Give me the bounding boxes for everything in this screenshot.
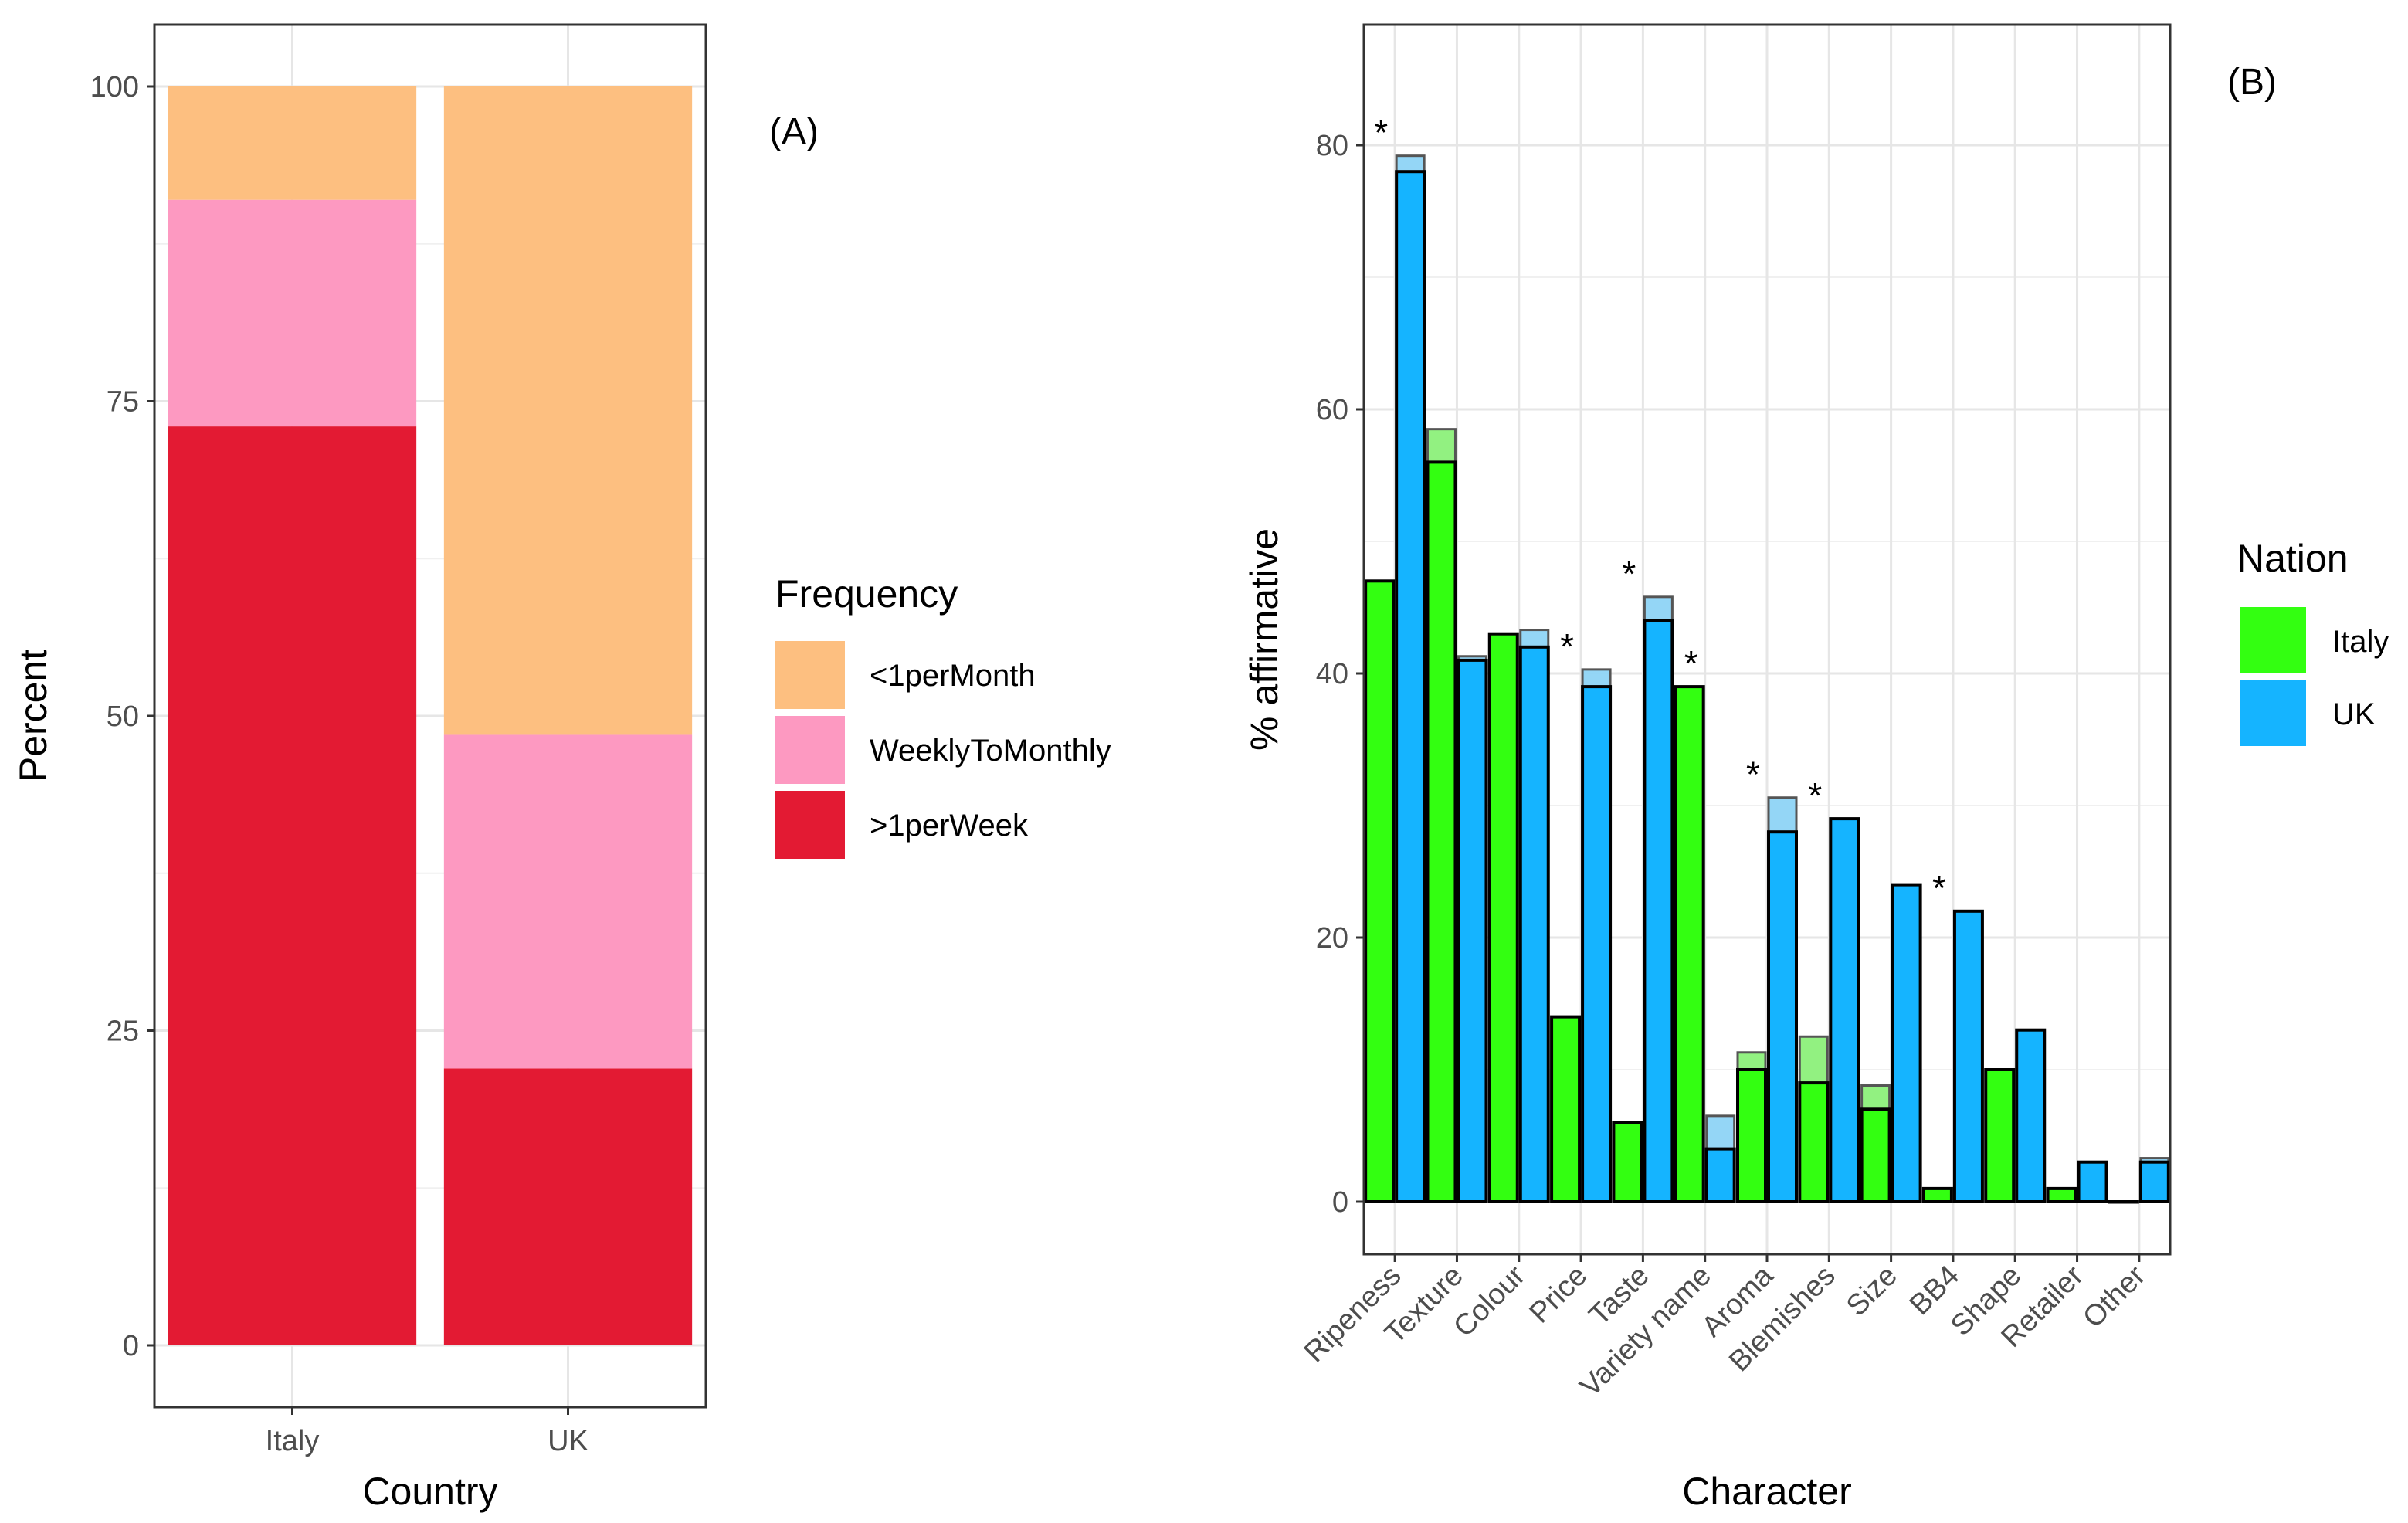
panel-a-y-tick-label: 0	[123, 1330, 139, 1362]
significance-star-price: *	[1560, 626, 1574, 667]
bar-colour-italy	[1487, 632, 1519, 1203]
legend-key-uk	[2240, 680, 2306, 746]
bar-variety-name-uk	[1704, 1147, 1736, 1203]
panel-b-y-tick-label: 40	[1316, 658, 1348, 690]
legend-key-1permonth	[775, 641, 845, 709]
bar-aroma-italy	[1736, 1068, 1767, 1203]
bar-bb4-italy	[1921, 1186, 1953, 1204]
panel-a-y-axis-title: Percent	[12, 650, 55, 782]
bar-shape-uk	[2015, 1028, 2047, 1203]
panel-b-y-axis: 0 20 40 60 80	[1316, 130, 1364, 1219]
bar-taste-italy	[1612, 1121, 1643, 1204]
legend-key-italy	[2240, 607, 2306, 673]
bar-size-uk	[1891, 883, 1922, 1203]
bar-ripeness-italy	[1364, 579, 1396, 1203]
x-tick-label-italy: Italy	[266, 1425, 320, 1457]
panel-b-legend-title: Nation	[2237, 537, 2349, 580]
legend-label-weeklytomonthly: WeeklyToMonthly	[870, 734, 1111, 768]
panel-b-label: (B)	[2227, 62, 2277, 103]
panel-a-y-axis: 0 25 50 75 100	[90, 71, 154, 1362]
bar-colour-uk	[1518, 645, 1550, 1203]
bar-retailer-italy	[2046, 1186, 2077, 1204]
panel-b-grouped-bar-chart: * * * * * * * 0 20 40 60 80 RipenessTextureColourP…	[1243, 23, 2389, 1513]
bar-shape-italy	[1984, 1068, 2016, 1203]
significance-star-variety-name: *	[1684, 643, 1698, 683]
panel-a-bars	[168, 86, 693, 1345]
bar-aroma-uk	[1767, 830, 1798, 1203]
bar-price-uk	[1581, 685, 1613, 1203]
bar-variety-name-italy	[1674, 685, 1705, 1203]
bar-italy-weeklytomonthly	[168, 199, 417, 427]
bar-retailer-uk	[2077, 1160, 2108, 1203]
significance-star-bb4: *	[1932, 868, 1946, 908]
bar-bb4-uk	[1952, 909, 1984, 1204]
panel-b-y-tick-label: 80	[1316, 130, 1348, 162]
x-tick-label-other: Other	[2077, 1259, 2152, 1334]
x-tick-label-colour: Colour	[1447, 1259, 1531, 1343]
bar-texture-italy	[1426, 460, 1457, 1203]
bar-italy-1perweek	[168, 426, 417, 1345]
panel-a-stacked-bar-chart: 0 25 50 75 100 Italy UK Country Percent (A) F…	[12, 23, 1111, 1513]
panel-a-y-tick-label: 75	[107, 386, 139, 419]
bar-price-italy	[1550, 1015, 1582, 1203]
panel-b-y-tick-label: 0	[1332, 1186, 1348, 1219]
legend-label-1perweek: >1perWeek	[870, 809, 1029, 843]
significance-star-aroma: *	[1746, 755, 1760, 795]
bar-uk-1perweek	[443, 1068, 693, 1345]
panel-a-y-tick-label: 100	[90, 71, 139, 103]
panel-b-significance-markers: * * * * * * *	[1374, 113, 1946, 908]
x-tick-label-price: Price	[1524, 1260, 1594, 1330]
panel-b-x-axis-title: Character	[1682, 1470, 1852, 1513]
panel-b-y-tick-label: 20	[1316, 922, 1348, 955]
panel-a-x-axis: Italy UK	[266, 1407, 588, 1457]
legend-label-uk: UK	[2332, 697, 2376, 731]
panel-a-legend-title: Frequency	[775, 572, 958, 616]
panel-a-label: (A)	[769, 111, 819, 152]
bar-taste-uk	[1643, 619, 1674, 1203]
x-tick-label-size: Size	[1840, 1260, 1904, 1323]
panel-b-bars	[1364, 154, 2170, 1204]
bar-ripeness-uk	[1395, 170, 1426, 1204]
panel-a-y-tick-label: 50	[107, 700, 139, 733]
bar-uk-weeklytomonthly	[443, 734, 693, 1069]
panel-a-x-axis-title: Country	[362, 1470, 497, 1513]
legend-key-1perweek	[775, 791, 845, 859]
legend-label-1permonth: <1perMonth	[870, 659, 1036, 693]
panel-b-y-axis-title: % affirmative	[1243, 528, 1286, 751]
bar-blemishes-uk	[1829, 817, 1860, 1203]
bar-texture-uk	[1457, 658, 1488, 1203]
significance-star-blemishes: *	[1808, 775, 1822, 816]
panel-a-y-tick-label: 25	[107, 1016, 139, 1048]
bar-blemishes-italy	[1798, 1081, 1830, 1203]
legend-label-italy: Italy	[2332, 625, 2389, 659]
panel-b-y-tick-label: 60	[1316, 394, 1348, 426]
significance-star-taste: *	[1622, 554, 1636, 594]
legend-key-weeklytomonthly	[775, 716, 845, 784]
bar-uk-1permonth	[443, 86, 693, 735]
bar-italy-1permonth	[168, 86, 417, 200]
significance-star-ripeness: *	[1374, 113, 1388, 153]
bar-other-uk	[2138, 1160, 2170, 1203]
bar-size-italy	[1860, 1107, 1891, 1204]
panel-b-legend: Nation Italy UK	[2237, 537, 2389, 746]
panel-a-legend: Frequency <1perMonth WeeklyToMonthly >1per…	[775, 572, 1111, 859]
x-tick-label-uk: UK	[548, 1425, 588, 1457]
